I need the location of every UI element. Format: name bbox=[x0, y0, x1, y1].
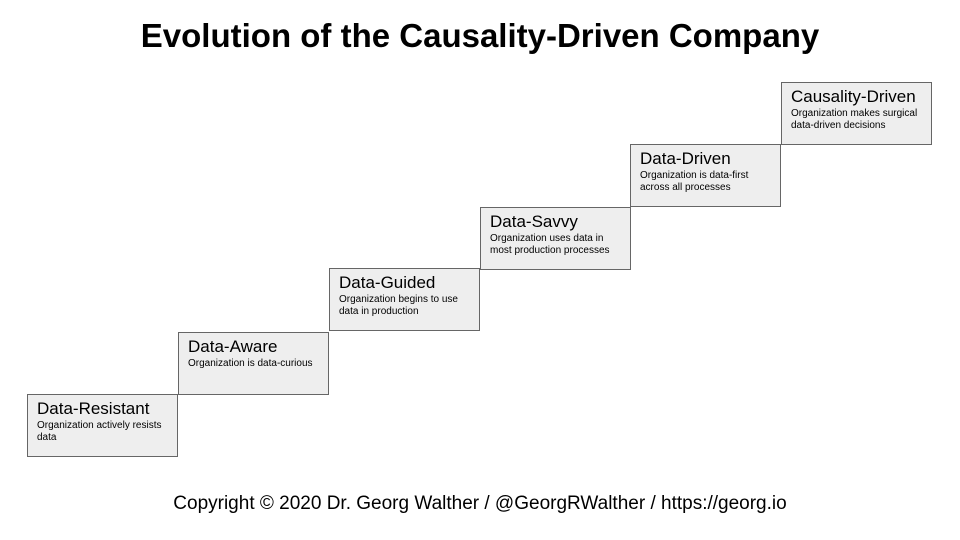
step-description: Organization is data-first across all pr… bbox=[640, 170, 749, 193]
step-title: Data-Guided bbox=[339, 273, 436, 292]
step-description: Organization uses data in most productio… bbox=[490, 233, 610, 256]
step-title: Data-Aware bbox=[188, 337, 278, 356]
step-data-savvy: Data-Savvy Organization uses data in mos… bbox=[480, 207, 631, 270]
diagram-title: Evolution of the Causality-Driven Compan… bbox=[140, 17, 820, 54]
step-data-aware: Data-Aware Organization is data-curious bbox=[178, 332, 329, 395]
step-title: Causality-Driven bbox=[791, 87, 916, 106]
step-title: Data-Savvy bbox=[490, 212, 578, 231]
copyright-footer: Copyright © 2020 Dr. Georg Walther / @Ge… bbox=[173, 493, 787, 514]
step-description: Organization actively resists data bbox=[37, 420, 162, 443]
step-description: Organization is data-curious bbox=[188, 358, 313, 369]
step-data-driven: Data-Driven Organization is data-first a… bbox=[630, 144, 781, 207]
step-description: Organization makes surgical data-driven … bbox=[791, 108, 918, 131]
step-causality-driven: Causality-Driven Organization makes surg… bbox=[781, 82, 932, 145]
step-description: Organization begins to use data in produ… bbox=[339, 294, 458, 317]
step-title: Data-Resistant bbox=[37, 399, 150, 418]
step-title: Data-Driven bbox=[640, 149, 731, 168]
step-data-resistant: Data-Resistant Organization actively res… bbox=[27, 394, 178, 457]
step-data-guided: Data-Guided Organization begins to use d… bbox=[329, 268, 480, 331]
